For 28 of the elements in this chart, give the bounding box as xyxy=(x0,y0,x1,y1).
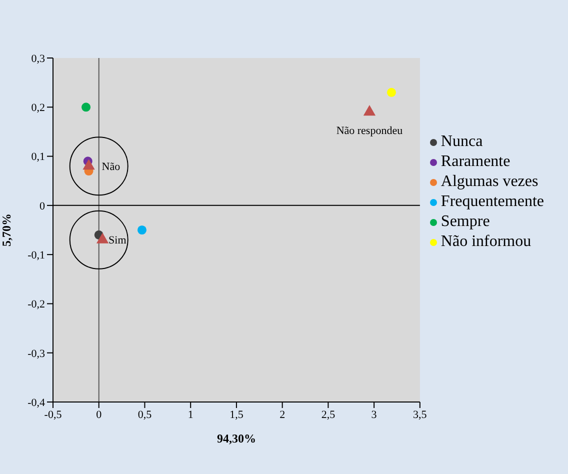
y-tick-label: -0,2 xyxy=(28,298,45,311)
y-axis-title: 5,70% xyxy=(0,214,14,246)
x-tick-label: 0 xyxy=(96,408,102,421)
annotation: Não xyxy=(102,161,121,174)
legend-label: Não informou xyxy=(440,233,532,250)
y-tick-label: 0,3 xyxy=(31,52,46,65)
legend-label: Algumas vezes xyxy=(440,173,538,190)
y-tick-label: -0,1 xyxy=(28,249,45,262)
x-tick-label: 1 xyxy=(188,408,194,421)
legend-label: Nunca xyxy=(440,133,483,150)
x-tick-label: 2,5 xyxy=(321,408,336,421)
y-tick-label: -0,3 xyxy=(28,348,46,360)
x-tick-label: 3 xyxy=(371,408,378,421)
legend-label: Sempre xyxy=(440,213,490,230)
annotation: Sim xyxy=(108,234,127,247)
annotation: Não respondeu xyxy=(336,124,404,137)
x-tick-label: 0,5 xyxy=(138,408,152,421)
legend-label: Raramente xyxy=(440,153,510,170)
x-tick-label: -0,5 xyxy=(44,408,62,421)
x-tick-label: 2 xyxy=(280,408,286,421)
y-tick-label: 0,1 xyxy=(31,151,45,164)
y-tick-label: 0 xyxy=(40,200,46,212)
x-axis-title: 94,30% xyxy=(216,432,256,446)
x-tick-label: 3,5 xyxy=(413,408,428,421)
x-tick-label: 1,5 xyxy=(230,408,244,421)
y-tick-label: 0,2 xyxy=(31,102,45,114)
legend-label: Frequentemente xyxy=(440,193,544,210)
y-tick-label: -0,4 xyxy=(28,396,46,409)
